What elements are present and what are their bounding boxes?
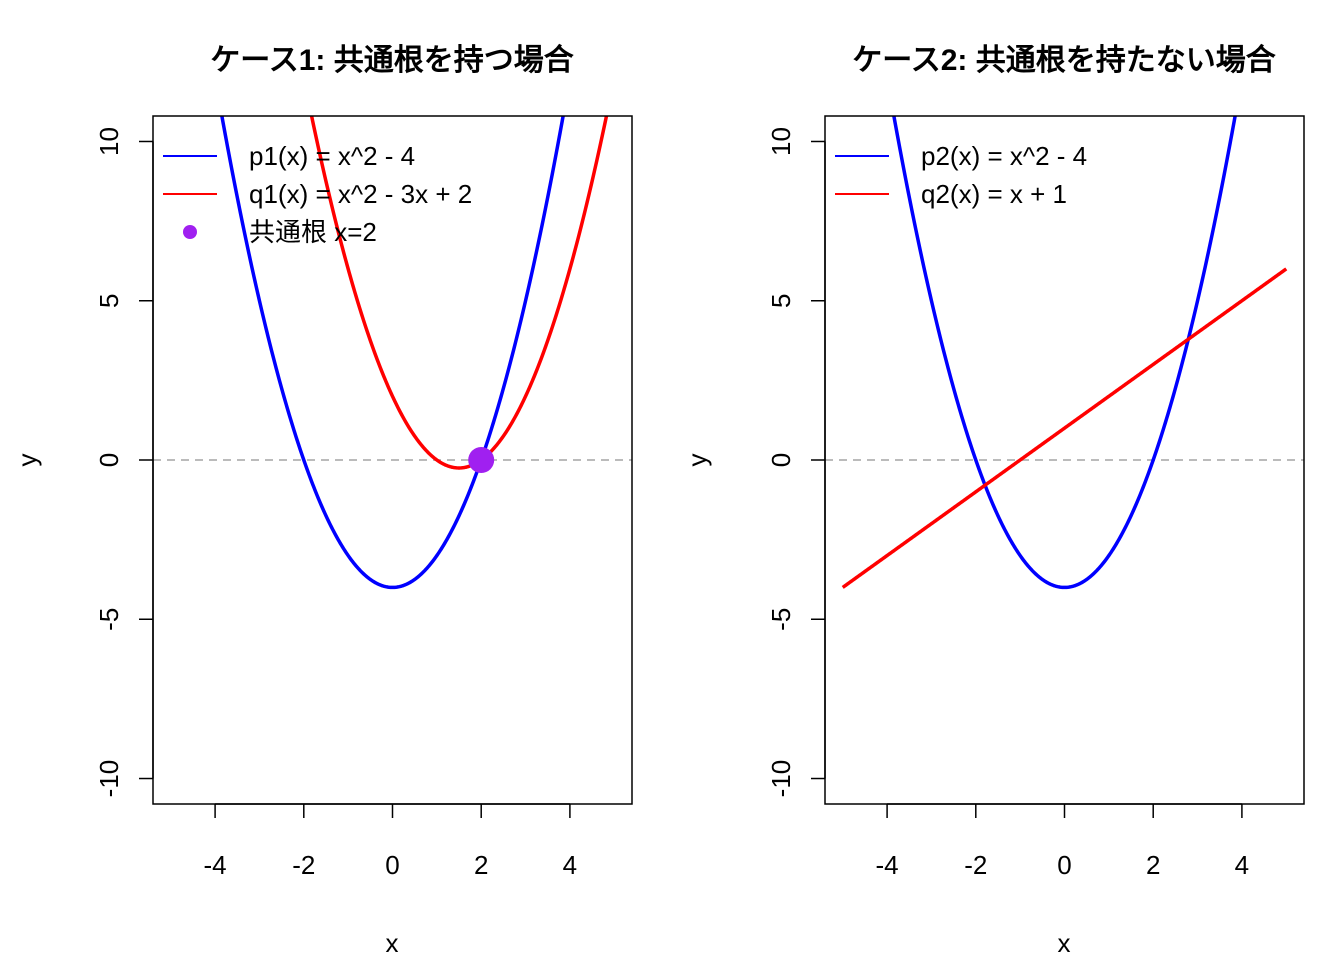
- chart-panel-2: ケース2: 共通根を持たない場合 x y -4 -2 0 2 4 -10 -5 0 5 10 p2(…: [682, 43, 1305, 958]
- chart-title: ケース2: 共通根を持たない場合: [852, 43, 1276, 77]
- y-tick-label: -10: [766, 760, 796, 798]
- x-tick-label: 4: [563, 850, 577, 880]
- legend-label: q1(x) = x^2 - 3x + 2: [249, 179, 472, 209]
- x-tick-label: 2: [1146, 850, 1160, 880]
- x-tick-label: 4: [1235, 850, 1249, 880]
- y-tick-label: 5: [766, 294, 796, 308]
- legend-label: q2(x) = x + 1: [921, 179, 1067, 209]
- y-tick-label: -5: [94, 608, 124, 631]
- legend-label: 共通根 x=2: [249, 217, 377, 247]
- x-axis-label: x: [1058, 928, 1071, 958]
- common-root-point: [468, 447, 495, 473]
- series-line-p: [220, 116, 565, 590]
- series-line-q: [309, 116, 609, 470]
- y-tick-label: 10: [94, 127, 124, 156]
- legend-label: p1(x) = x^2 - 4: [249, 141, 415, 171]
- x-tick-label: -2: [292, 850, 315, 880]
- y-tick-label: 0: [766, 453, 796, 467]
- y-tick-label: -5: [766, 608, 796, 631]
- legend-swatch-point: [183, 225, 197, 239]
- x-tick-label: -2: [964, 850, 987, 880]
- y-tick-label: 5: [94, 294, 124, 308]
- chart-title: ケース1: 共通根を持つ場合: [210, 43, 574, 77]
- x-tick-label: 2: [474, 850, 488, 880]
- y-axis-label: y: [682, 454, 712, 467]
- x-tick-label: 0: [385, 850, 399, 880]
- legend: p1(x) = x^2 - 4 q1(x) = x^2 - 3x + 2 共通根 x…: [163, 141, 472, 247]
- chart-panel-1: ケース1: 共通根を持つ場合 x y -4 -2 0 2 4 -10 -5 0 5 10 p1(x)…: [12, 43, 633, 958]
- legend: p2(x) = x^2 - 4 q2(x) = x + 1: [835, 141, 1087, 209]
- y-axis-label: y: [12, 454, 42, 467]
- series-line-q: [841, 267, 1288, 589]
- y-tick-label: 0: [94, 453, 124, 467]
- x-tick-label: -4: [204, 850, 227, 880]
- x-tick-label: -4: [876, 850, 899, 880]
- y-tick-label: 10: [766, 127, 796, 156]
- x-tick-label: 0: [1057, 850, 1071, 880]
- plot-series-group: [220, 116, 609, 590]
- plot-series-group: [841, 116, 1288, 590]
- x-axis-label: x: [386, 928, 399, 958]
- legend-label: p2(x) = x^2 - 4: [921, 141, 1087, 171]
- y-tick-label: -10: [94, 760, 124, 798]
- series-line-p: [892, 116, 1237, 590]
